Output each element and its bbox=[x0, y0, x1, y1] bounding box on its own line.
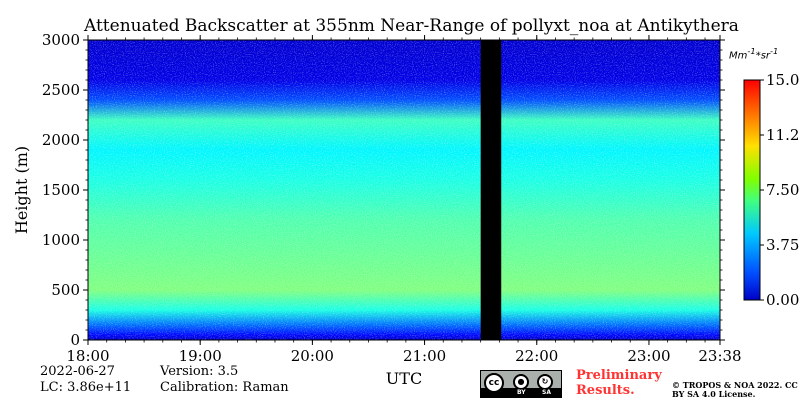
x-axis: 18:00 19:00 20:00 21:00 22:00 23:00 23:38 bbox=[66, 35, 742, 365]
data-gap bbox=[480, 40, 502, 340]
x-tick-label: 19:00 bbox=[179, 347, 222, 365]
y-axis-label: Height (m) bbox=[12, 146, 31, 234]
cc-license-badge: cc ● ↻ BY SA bbox=[480, 370, 562, 398]
footer-date: 2022-06-27 bbox=[40, 364, 115, 379]
colorbar: 0.00 3.75 7.50 11.25 15.00 bbox=[743, 71, 800, 309]
x-tick-label: 23:38 bbox=[698, 347, 741, 365]
chart-title: Attenuated Backscatter at 355nm Near-Ran… bbox=[84, 16, 739, 36]
cc-badge-bar bbox=[481, 388, 561, 397]
y-tick-label: 2000 bbox=[42, 131, 80, 149]
colorbar-unit: Mm-1*sr-1 bbox=[729, 46, 779, 62]
footer-calibration: Calibration: Raman bbox=[160, 380, 289, 395]
colorbar-gradient bbox=[743, 79, 761, 301]
by-icon: ● bbox=[513, 374, 529, 390]
colorbar-tick-label: 7.50 bbox=[766, 181, 799, 199]
sa-icon: ↻ bbox=[537, 374, 553, 390]
y-tick-label: 1500 bbox=[42, 181, 80, 199]
x-tick-label: 22:00 bbox=[515, 347, 558, 365]
plot-area bbox=[87, 39, 721, 341]
colorbar-tick-label: 0.00 bbox=[766, 291, 799, 309]
cc-badge-sa-label: SA bbox=[542, 389, 551, 396]
y-tick-label: 3000 bbox=[42, 31, 80, 49]
colorbar-tick-label: 3.75 bbox=[766, 236, 799, 254]
data-gap-layer bbox=[480, 40, 502, 340]
y-tick-label: 500 bbox=[51, 281, 80, 299]
colorbar-ticks: 0.00 3.75 7.50 11.25 15.00 bbox=[760, 71, 800, 309]
cc-icon: cc bbox=[484, 373, 504, 393]
copyright-notice: © TROPOS & NOA 2022. CC BY SA 4.0 Licens… bbox=[672, 380, 798, 399]
noise-speckle bbox=[88, 40, 720, 340]
x-tick-label: 18:00 bbox=[66, 347, 109, 365]
cc-badge-by-label: BY bbox=[517, 389, 526, 396]
colorbar-tick-label: 11.25 bbox=[766, 126, 800, 144]
y-tick-label: 1000 bbox=[42, 231, 80, 249]
y-tick-label: 0 bbox=[70, 331, 80, 349]
x-tick-label: 20:00 bbox=[291, 347, 334, 365]
y-tick-label: 2500 bbox=[42, 81, 80, 99]
x-axis-label: UTC bbox=[386, 369, 422, 388]
x-tick-label: 21:00 bbox=[403, 347, 446, 365]
footer-lc: LC: 3.86e+11 bbox=[40, 380, 132, 395]
footer-version: Version: 3.5 bbox=[160, 364, 239, 379]
preliminary-results: Preliminary Results. bbox=[576, 368, 662, 398]
colorbar-tick-label: 15.00 bbox=[766, 71, 800, 89]
y-axis: 0 500 1000 1500 2000 2500 3000 bbox=[42, 31, 725, 349]
x-tick-label: 23:00 bbox=[627, 347, 670, 365]
